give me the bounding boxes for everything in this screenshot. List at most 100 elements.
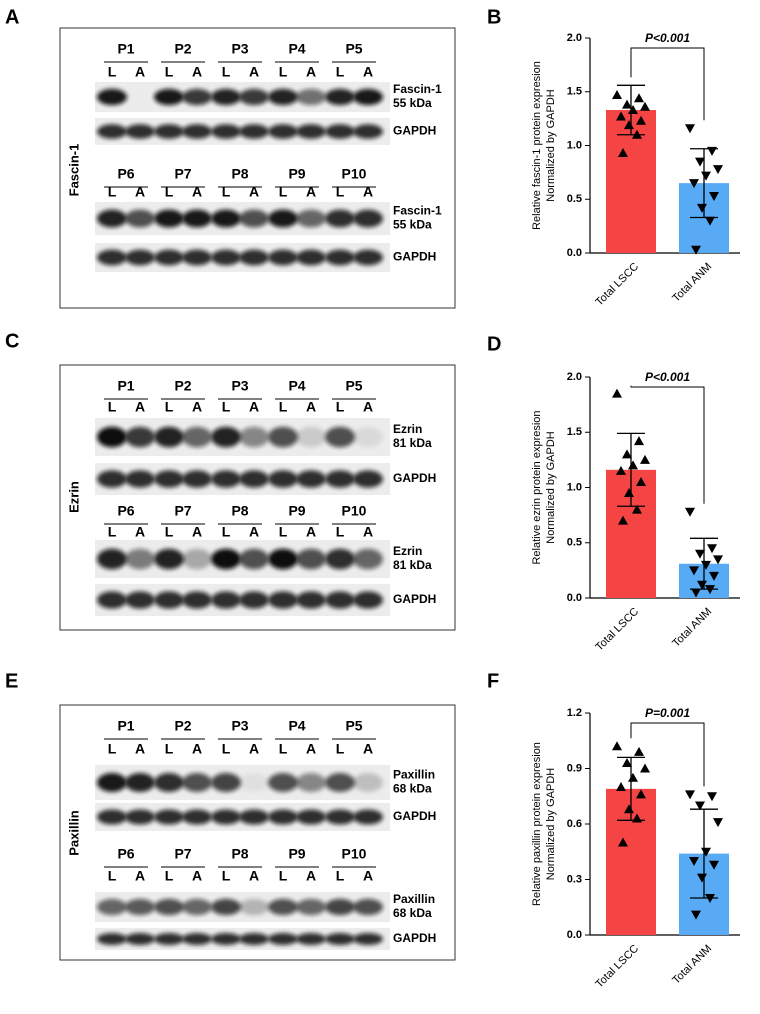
band bbox=[154, 898, 184, 916]
band bbox=[125, 591, 155, 609]
data-point bbox=[701, 560, 711, 570]
band bbox=[154, 548, 184, 570]
panel-label: E bbox=[5, 670, 18, 692]
y-tick-label: 1.0 bbox=[567, 481, 582, 493]
band bbox=[296, 249, 326, 266]
patient-label: P9 bbox=[288, 503, 305, 519]
data-point bbox=[634, 93, 644, 103]
panel-label: B bbox=[487, 6, 501, 28]
band bbox=[239, 124, 269, 139]
data-point bbox=[624, 120, 634, 130]
band bbox=[182, 548, 212, 570]
band bbox=[239, 88, 269, 106]
target-label: Fascin-1 bbox=[393, 204, 442, 218]
band bbox=[268, 773, 298, 792]
band bbox=[296, 209, 326, 228]
band bbox=[325, 591, 355, 609]
band bbox=[125, 809, 155, 825]
panel-label: D bbox=[487, 333, 501, 355]
patient-label: P7 bbox=[174, 846, 191, 862]
lane-label: A bbox=[192, 64, 202, 80]
y-tick-label: 0.9 bbox=[567, 762, 582, 774]
band bbox=[154, 249, 184, 266]
band bbox=[211, 124, 241, 139]
target-size: 55 kDa bbox=[393, 96, 432, 110]
data-point bbox=[713, 818, 723, 828]
y-tick-label: 0.5 bbox=[567, 537, 582, 549]
band bbox=[125, 933, 155, 945]
data-point bbox=[709, 860, 719, 870]
lane-label: A bbox=[249, 64, 259, 80]
patient-label: P6 bbox=[117, 503, 134, 519]
patient-label: P8 bbox=[231, 846, 248, 862]
band bbox=[296, 591, 326, 609]
lane-label: L bbox=[165, 524, 174, 540]
data-point bbox=[622, 99, 632, 109]
band bbox=[268, 249, 298, 266]
lane-label: L bbox=[165, 64, 174, 80]
y-tick-label: 1.5 bbox=[567, 426, 582, 438]
band bbox=[268, 933, 298, 945]
band bbox=[353, 898, 383, 916]
target-size: 81 kDa bbox=[393, 558, 432, 572]
band bbox=[239, 933, 269, 945]
data-point bbox=[713, 165, 723, 175]
data-point bbox=[697, 203, 707, 213]
data-point bbox=[618, 148, 628, 158]
y-tick-label: 1.0 bbox=[567, 139, 582, 151]
data-point bbox=[691, 245, 701, 255]
band bbox=[239, 426, 269, 448]
data-point bbox=[695, 801, 705, 811]
band bbox=[353, 426, 383, 448]
band bbox=[325, 88, 355, 106]
lane-label: L bbox=[336, 524, 345, 540]
lane-label: A bbox=[192, 184, 202, 200]
band bbox=[325, 548, 355, 570]
data-point bbox=[685, 124, 695, 134]
band bbox=[353, 809, 383, 825]
data-point bbox=[628, 772, 638, 782]
band bbox=[268, 470, 298, 488]
data-point bbox=[685, 790, 695, 800]
lane-label: A bbox=[363, 64, 373, 80]
band bbox=[97, 933, 127, 945]
band bbox=[296, 124, 326, 139]
data-point bbox=[707, 146, 717, 156]
band bbox=[353, 249, 383, 266]
data-point bbox=[697, 580, 707, 590]
target-label: Ezrin bbox=[393, 544, 422, 558]
band bbox=[211, 773, 241, 792]
band bbox=[268, 898, 298, 916]
band bbox=[268, 88, 298, 106]
band bbox=[154, 124, 184, 139]
lane-label: L bbox=[279, 524, 288, 540]
lane-label: A bbox=[249, 524, 259, 540]
band bbox=[268, 426, 298, 448]
band bbox=[325, 249, 355, 266]
patient-label: P2 bbox=[174, 378, 191, 394]
data-point bbox=[612, 388, 622, 398]
lane-label: A bbox=[135, 741, 145, 757]
control-label: GAPDH bbox=[393, 592, 436, 606]
band bbox=[125, 470, 155, 488]
lane-label: L bbox=[222, 868, 231, 884]
band bbox=[353, 591, 383, 609]
band bbox=[325, 773, 355, 792]
data-point bbox=[624, 804, 634, 814]
lane-label: A bbox=[135, 184, 145, 200]
target-label: Ezrin bbox=[393, 422, 422, 436]
band bbox=[325, 124, 355, 139]
lane-label: A bbox=[192, 868, 202, 884]
band bbox=[97, 470, 127, 488]
y-tick-label: 0.0 bbox=[567, 929, 582, 941]
band bbox=[182, 249, 212, 266]
patient-label: P8 bbox=[231, 503, 248, 519]
band bbox=[154, 933, 184, 945]
side-label: Ezrin bbox=[66, 481, 81, 513]
lane-label: L bbox=[108, 868, 117, 884]
lane-label: L bbox=[222, 184, 231, 200]
band bbox=[182, 933, 212, 945]
band bbox=[182, 209, 212, 228]
patient-label: P3 bbox=[231, 718, 248, 734]
patient-label: P8 bbox=[231, 166, 248, 182]
